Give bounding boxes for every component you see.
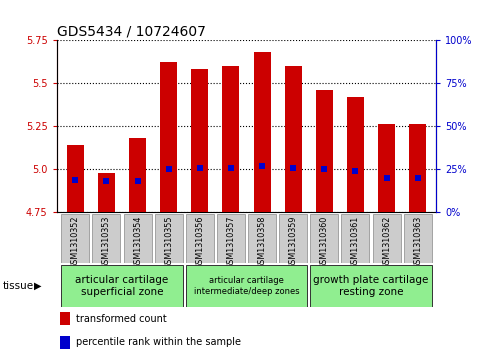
Text: articular cartilage
intermediate/deep zones: articular cartilage intermediate/deep zo…	[194, 276, 299, 295]
Bar	[61, 336, 70, 349]
Bar	[186, 265, 307, 307]
Text: GSM1310362: GSM1310362	[382, 216, 391, 269]
Text: GSM1310353: GSM1310353	[102, 216, 111, 269]
Bar	[67, 145, 84, 212]
Text: GDS5434 / 10724607: GDS5434 / 10724607	[57, 25, 206, 39]
Bar	[253, 52, 271, 212]
Bar	[378, 125, 395, 212]
Text: growth plate cartilage
resting zone: growth plate cartilage resting zone	[313, 275, 428, 297]
Bar	[93, 214, 120, 263]
Text: GSM1310359: GSM1310359	[289, 216, 298, 269]
Bar	[222, 66, 240, 212]
Bar	[316, 90, 333, 212]
Bar	[404, 214, 432, 263]
Bar	[124, 214, 152, 263]
Bar	[248, 214, 276, 263]
Bar	[61, 214, 89, 263]
Text: articular cartilage
superficial zone: articular cartilage superficial zone	[75, 275, 169, 297]
Bar	[61, 265, 183, 307]
Text: percentile rank within the sample: percentile rank within the sample	[76, 337, 241, 347]
Bar	[98, 173, 115, 212]
Text: transformed count: transformed count	[76, 314, 167, 324]
Bar	[310, 265, 432, 307]
Bar	[191, 69, 209, 212]
Text: GSM1310358: GSM1310358	[257, 216, 267, 269]
Text: GSM1310363: GSM1310363	[413, 216, 422, 269]
Bar	[341, 214, 369, 263]
Text: tissue: tissue	[2, 281, 34, 291]
Text: GSM1310357: GSM1310357	[226, 216, 236, 269]
Bar	[155, 214, 183, 263]
Bar	[217, 214, 245, 263]
Bar	[186, 214, 214, 263]
Bar	[129, 138, 146, 212]
Bar	[347, 97, 364, 212]
Text: GSM1310354: GSM1310354	[133, 216, 142, 269]
Bar	[409, 125, 426, 212]
Text: GSM1310355: GSM1310355	[164, 216, 173, 269]
Bar	[284, 66, 302, 212]
Bar	[310, 214, 338, 263]
Text: GSM1310356: GSM1310356	[195, 216, 204, 269]
Text: GSM1310360: GSM1310360	[320, 216, 329, 269]
Text: GSM1310361: GSM1310361	[351, 216, 360, 269]
Bar	[61, 312, 70, 325]
Bar	[160, 62, 177, 212]
Bar	[279, 214, 307, 263]
Text: GSM1310352: GSM1310352	[71, 216, 80, 269]
Text: ▶: ▶	[34, 281, 41, 291]
Bar	[373, 214, 400, 263]
